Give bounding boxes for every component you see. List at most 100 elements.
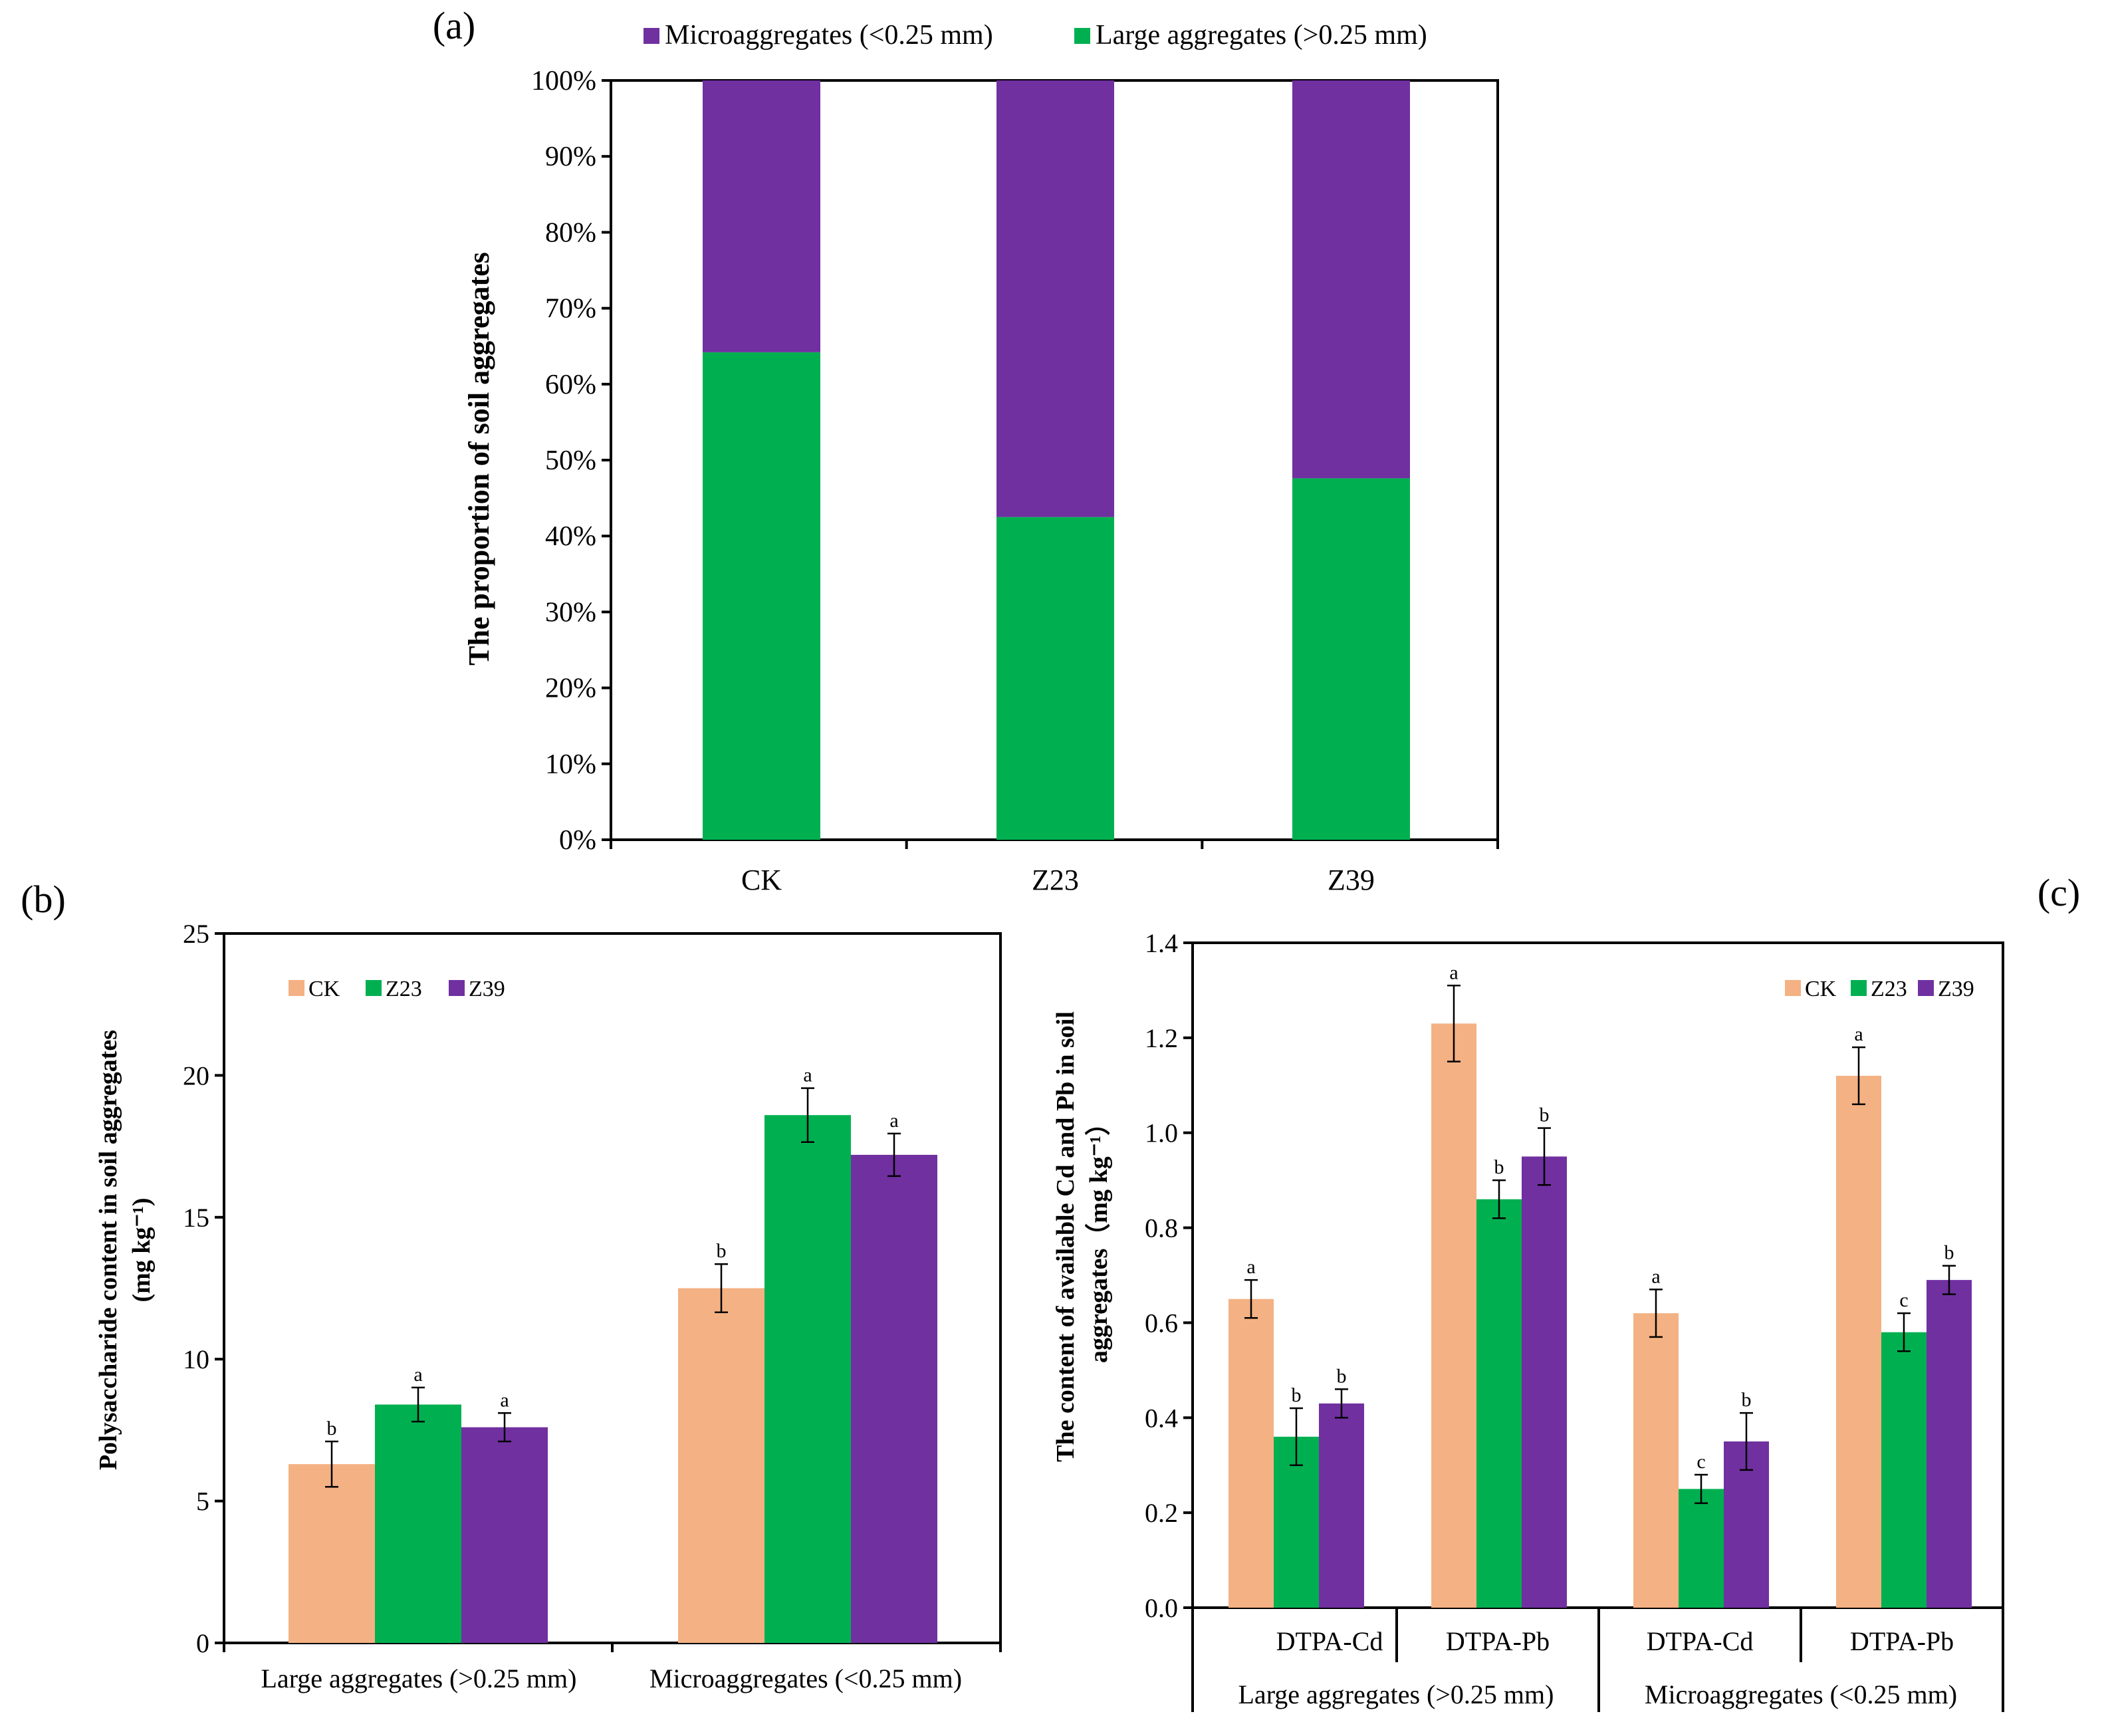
a-y-tick-label: 60% (545, 370, 596, 400)
a-y-tick-label: 80% (545, 217, 596, 248)
a-x-tick-label: Z39 (1328, 864, 1375, 896)
a-y-tick-label: 50% (545, 445, 596, 476)
b-y-axis-title-line1: Polysaccharide content in soil aggregate… (94, 1030, 122, 1470)
b-significance-letter: a (889, 1110, 898, 1132)
b-bar-Z23 (375, 1404, 461, 1643)
b-y-tick-label: 20 (183, 1060, 209, 1090)
c-significance-letter: b (1292, 1384, 1302, 1406)
b-bar-Z39 (851, 1154, 937, 1643)
a-y-tick-label: 90% (545, 142, 596, 172)
a-x-tick-label: CK (741, 864, 782, 896)
panel-label-c: (c) (2038, 871, 2080, 914)
a-legend-label-large: Large aggregates (>0.25 mm) (1096, 20, 1427, 51)
c-legend-label-Z23: Z23 (1871, 977, 1907, 1001)
c-significance-letter: c (1696, 1451, 1705, 1473)
b-y-tick-label: 10 (183, 1344, 209, 1374)
a-bar-large-CK (703, 352, 820, 840)
b-legend-swatch-CK (289, 980, 304, 996)
c-bar-Z39 (1927, 1280, 1972, 1608)
c-y-tick-label: 1.0 (1145, 1118, 1178, 1148)
c-bar-CK (1431, 1023, 1476, 1608)
a-bar-micro-Z23 (996, 80, 1114, 517)
b-significance-letter: a (413, 1364, 422, 1386)
c-significance-letter: a (1651, 1265, 1660, 1287)
c-significance-letter: b (1742, 1389, 1752, 1411)
c-bar-Z39 (1522, 1156, 1567, 1608)
b-y-tick-label: 15 (183, 1203, 209, 1233)
b-bar-CK (678, 1288, 764, 1643)
a-legend-label-micro: Microaggregates (<0.25 mm) (665, 20, 993, 51)
b-y-tick-label: 0 (196, 1628, 209, 1658)
c-y-tick-label: 1.2 (1145, 1023, 1178, 1053)
c-legend-swatch-CK (1785, 980, 1801, 996)
a-y-tick-label: 10% (545, 749, 596, 780)
b-bar-Z39 (461, 1427, 548, 1643)
c-y-tick-label: 0.2 (1145, 1498, 1178, 1528)
b-legend-label-CK: CK (308, 977, 340, 1001)
a-y-axis-title: The proportion of soil aggregates (463, 252, 495, 666)
b-significance-letter: a (803, 1064, 812, 1086)
a-bar-micro-Z39 (1292, 80, 1410, 479)
c-y-tick-label: 1.4 (1145, 928, 1178, 958)
c-bar-Z23 (1679, 1489, 1724, 1608)
panel-label-a: (a) (433, 4, 475, 47)
c-x-tick-label: DTPA-Pb (1446, 1626, 1550, 1656)
b-legend-label-Z23: Z23 (386, 977, 422, 1001)
c-y-tick-label: 0.0 (1145, 1593, 1178, 1623)
c-legend-label-Z39: Z39 (1938, 977, 1974, 1001)
c-legend-label-CK: CK (1805, 977, 1837, 1001)
c-legend-swatch-Z39 (1918, 980, 1934, 996)
a-y-tick-label: 30% (545, 597, 596, 628)
c-significance-letter: a (1854, 1023, 1863, 1045)
b-y-tick-label: 25 (183, 919, 209, 949)
a-y-tick-label: 40% (545, 521, 596, 552)
c-legend-swatch-Z23 (1851, 980, 1867, 996)
a-bar-large-Z39 (1292, 478, 1410, 840)
b-legend-label-Z39: Z39 (469, 977, 505, 1001)
a-y-tick-label: 100% (531, 66, 596, 96)
c-significance-letter: a (1449, 961, 1458, 983)
c-significance-letter: a (1246, 1256, 1255, 1278)
c-bar-CK (1228, 1299, 1274, 1608)
a-bar-large-Z23 (996, 517, 1114, 840)
c-bar-Z39 (1319, 1403, 1364, 1608)
b-significance-letter: b (717, 1240, 727, 1262)
b-y-axis-title-line2: (mg kg⁻¹) (128, 1197, 156, 1302)
c-x-tick-label: DTPA-Pb (1850, 1626, 1954, 1656)
b-x-tick-label: Microaggregates (<0.25 mm) (649, 1664, 962, 1693)
c-x-group-label: Large aggregates (>0.25 mm) (1238, 1679, 1554, 1709)
c-significance-letter: b (1944, 1242, 1954, 1264)
c-x-tick-label: DTPA-Cd (1276, 1626, 1383, 1656)
c-bar-CK (1836, 1076, 1881, 1608)
b-x-tick-label: Large aggregates (>0.25 mm) (261, 1664, 577, 1693)
b-bar-CK (289, 1464, 375, 1643)
b-legend-swatch-Z23 (366, 980, 382, 996)
c-y-tick-label: 0.4 (1145, 1403, 1178, 1433)
c-bar-Z23 (1881, 1332, 1927, 1608)
c-significance-letter: c (1899, 1289, 1908, 1311)
c-significance-letter: b (1337, 1365, 1347, 1387)
a-legend-swatch-micro (644, 28, 659, 44)
a-legend-swatch-large (1074, 28, 1090, 44)
c-y-tick-label: 0.6 (1145, 1308, 1178, 1338)
c-y-axis-title-line1: The content of available Cd and Pb in so… (1052, 1011, 1080, 1462)
a-y-tick-label: 0% (559, 825, 596, 856)
c-y-tick-label: 0.8 (1145, 1213, 1178, 1243)
panel-label-b: (b) (21, 878, 66, 921)
c-x-tick-label: DTPA-Cd (1647, 1626, 1754, 1656)
a-y-tick-label: 70% (545, 294, 596, 324)
c-x-group-label: Microaggregates (<0.25 mm) (1645, 1679, 1957, 1709)
b-legend-swatch-Z39 (449, 980, 465, 996)
b-y-tick-label: 5 (196, 1487, 209, 1517)
b-bar-Z23 (764, 1115, 851, 1643)
b-significance-letter: a (500, 1389, 509, 1411)
a-bar-micro-CK (703, 80, 820, 352)
c-bar-Z23 (1476, 1199, 1522, 1608)
a-x-tick-label: Z23 (1032, 864, 1079, 896)
b-significance-letter: b (327, 1418, 337, 1439)
c-y-axis-title-line2: aggregates（mg kg⁻¹） (1085, 1110, 1113, 1363)
c-significance-letter: b (1540, 1104, 1550, 1126)
c-significance-letter: b (1494, 1156, 1504, 1178)
a-y-tick-label: 20% (545, 674, 596, 704)
